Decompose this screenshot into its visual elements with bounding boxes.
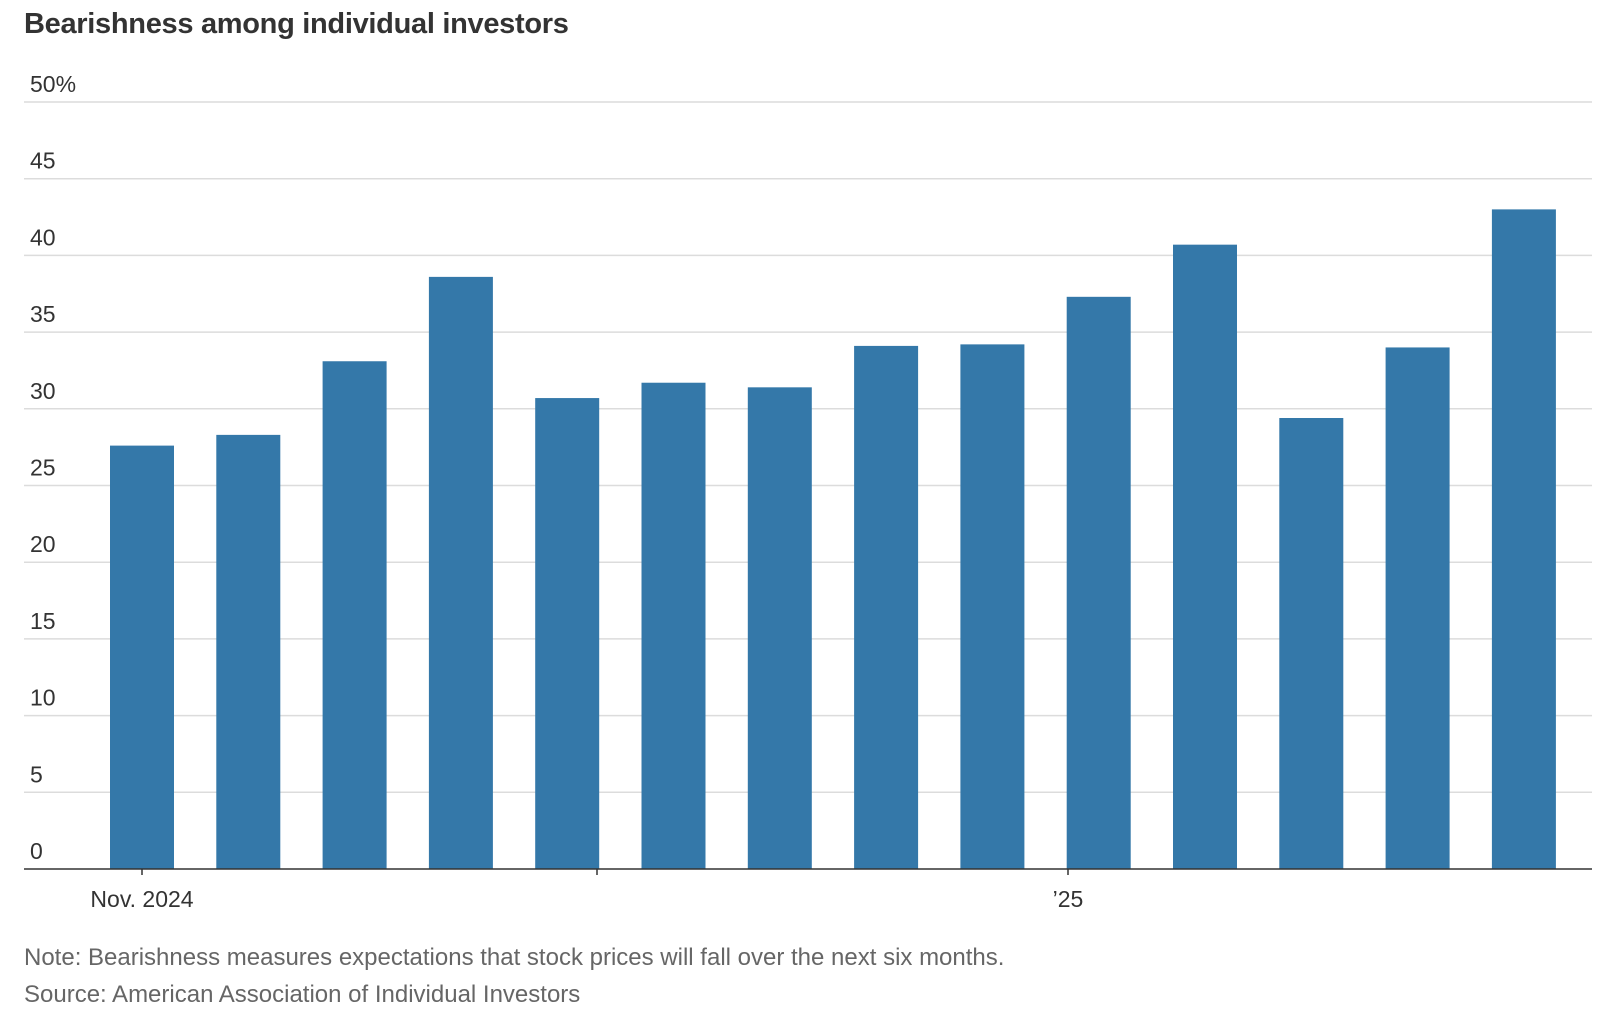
bar [1491, 209, 1556, 869]
y-tick-label: 20 [30, 531, 56, 557]
y-tick-label: 10 [30, 685, 56, 711]
bar [322, 361, 387, 869]
chart-note: Note: Bearishness measures expectations … [24, 944, 1005, 971]
bar [1385, 347, 1450, 869]
bar [854, 345, 919, 869]
y-tick-label: 0 [30, 838, 43, 864]
chart-title: Bearishness among individual investors [24, 8, 569, 40]
bar [535, 398, 600, 869]
bar [1279, 418, 1344, 869]
y-axis-ticks: 0 5 10 15 20 25 30 35 40 45 50% [30, 71, 76, 864]
y-tick-label: 25 [30, 455, 56, 481]
chart-source: Source: American Association of Individu… [24, 981, 581, 1008]
x-tick-label: Nov. 2024 [90, 886, 193, 912]
x-tick-label: ’25 [1053, 886, 1084, 912]
bar-chart: 0 5 10 15 20 25 30 35 40 45 50% Nov. 2024 ’25 [24, 71, 1592, 912]
y-tick-label: 30 [30, 378, 56, 404]
y-tick-label: 45 [30, 148, 56, 174]
bars [110, 209, 1556, 870]
y-tick-label: 40 [30, 224, 56, 250]
bar [747, 387, 812, 869]
y-tick-label: 5 [30, 761, 43, 787]
x-axis-ticks: Nov. 2024 ’25 [90, 869, 1083, 912]
bar [960, 344, 1025, 869]
bar [641, 382, 706, 869]
bar [1066, 296, 1131, 869]
bar [216, 434, 281, 869]
y-tick-label: 50% [30, 71, 76, 97]
y-tick-label: 15 [30, 608, 56, 634]
bar [1173, 244, 1237, 870]
y-tick-label: 35 [30, 301, 56, 327]
bar [428, 276, 493, 870]
bar [110, 445, 174, 869]
